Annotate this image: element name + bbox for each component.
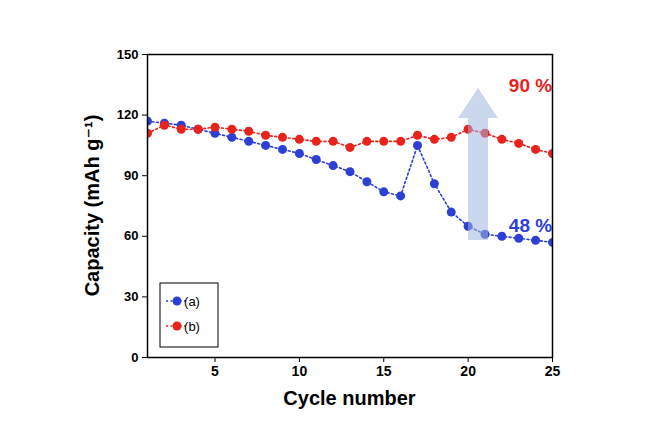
svg-text:90 %: 90 %: [509, 75, 552, 96]
svg-text:(a): (a): [184, 294, 200, 309]
svg-text:15: 15: [376, 363, 392, 379]
svg-text:5: 5: [211, 363, 219, 379]
svg-text:60: 60: [124, 228, 138, 243]
svg-text:0: 0: [131, 350, 138, 365]
svg-text:(b): (b): [184, 319, 200, 334]
svg-text:90: 90: [124, 168, 138, 183]
svg-text:10: 10: [292, 363, 308, 379]
svg-text:30: 30: [124, 289, 138, 304]
svg-text:20: 20: [460, 363, 476, 379]
svg-text:120: 120: [117, 107, 139, 122]
svg-text:48 %: 48 %: [509, 215, 552, 236]
svg-text:25: 25: [545, 363, 561, 379]
svg-text:150: 150: [117, 47, 139, 62]
svg-text:Capacity (mAh g⁻¹): Capacity (mAh g⁻¹): [81, 115, 103, 297]
svg-text:Cycle number: Cycle number: [283, 387, 415, 409]
